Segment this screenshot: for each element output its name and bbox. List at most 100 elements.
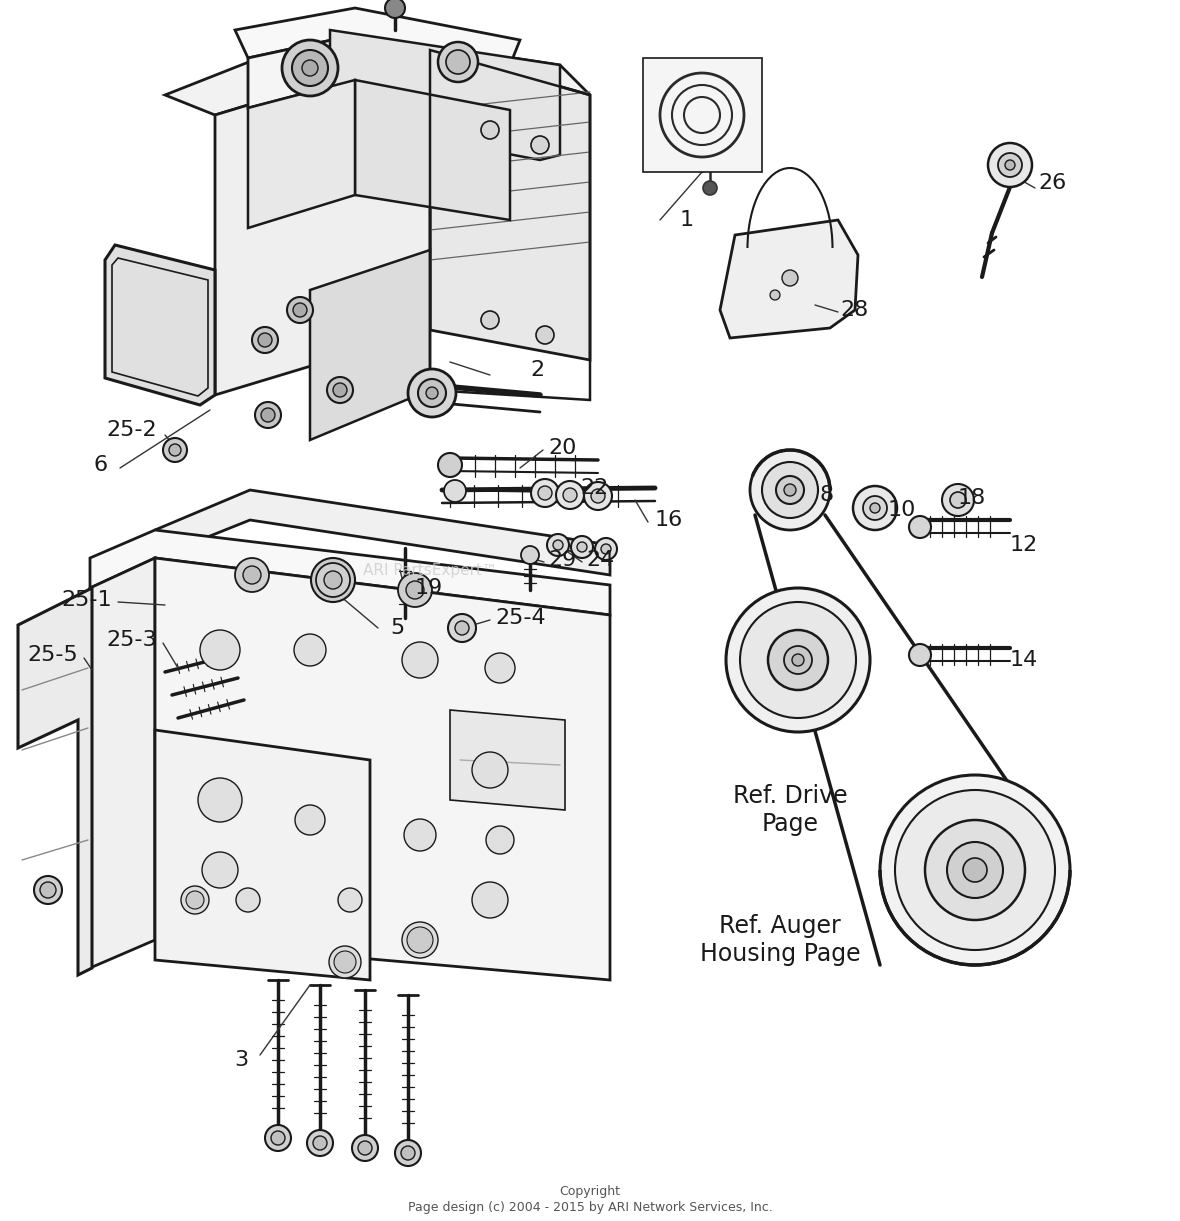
Text: 22: 22: [581, 477, 608, 498]
Circle shape: [402, 922, 438, 958]
Circle shape: [595, 538, 617, 560]
Circle shape: [485, 653, 514, 683]
Circle shape: [784, 646, 812, 674]
Circle shape: [255, 402, 281, 429]
Circle shape: [402, 642, 438, 678]
Circle shape: [385, 0, 405, 18]
Circle shape: [768, 630, 828, 690]
Circle shape: [337, 888, 362, 912]
Text: 20: 20: [548, 438, 576, 458]
Circle shape: [271, 1131, 286, 1145]
Circle shape: [455, 621, 468, 635]
Circle shape: [486, 825, 514, 853]
Circle shape: [169, 444, 181, 455]
Polygon shape: [105, 245, 215, 405]
Circle shape: [481, 121, 499, 139]
Circle shape: [401, 1147, 415, 1160]
Text: 5: 5: [391, 618, 405, 639]
Text: 3: 3: [234, 1050, 248, 1070]
Text: 28: 28: [840, 300, 868, 320]
Circle shape: [282, 40, 337, 96]
Circle shape: [472, 752, 509, 788]
Circle shape: [352, 1136, 378, 1161]
Circle shape: [703, 181, 717, 195]
Circle shape: [771, 291, 780, 300]
Text: 24: 24: [586, 549, 615, 570]
Text: 25-3: 25-3: [106, 630, 157, 650]
Circle shape: [186, 891, 204, 908]
Circle shape: [448, 614, 476, 642]
Circle shape: [784, 484, 797, 496]
Circle shape: [438, 42, 478, 82]
Polygon shape: [215, 50, 430, 396]
Circle shape: [316, 563, 350, 597]
Circle shape: [329, 946, 361, 978]
Circle shape: [556, 481, 584, 509]
Circle shape: [408, 369, 455, 418]
Circle shape: [202, 852, 238, 888]
Polygon shape: [155, 558, 610, 980]
Polygon shape: [450, 709, 565, 810]
Circle shape: [407, 927, 433, 954]
Circle shape: [776, 476, 804, 504]
Circle shape: [894, 790, 1055, 950]
Circle shape: [853, 486, 897, 530]
Circle shape: [548, 534, 569, 556]
Polygon shape: [155, 730, 371, 980]
Circle shape: [406, 581, 424, 600]
Circle shape: [333, 383, 347, 397]
Text: 16: 16: [655, 510, 683, 530]
Text: 2: 2: [530, 360, 544, 380]
Circle shape: [481, 311, 499, 328]
Circle shape: [963, 858, 986, 882]
Circle shape: [863, 496, 887, 520]
Circle shape: [358, 1140, 372, 1155]
Circle shape: [522, 546, 539, 564]
Circle shape: [870, 503, 880, 513]
Polygon shape: [248, 35, 355, 107]
Circle shape: [235, 558, 269, 592]
Circle shape: [472, 882, 509, 918]
Polygon shape: [235, 9, 520, 65]
Circle shape: [291, 50, 328, 85]
Circle shape: [302, 60, 317, 76]
Text: 25-5: 25-5: [27, 645, 78, 665]
Circle shape: [584, 482, 612, 510]
Circle shape: [199, 630, 240, 670]
Polygon shape: [90, 558, 155, 968]
Polygon shape: [330, 31, 560, 160]
Text: 26: 26: [1038, 173, 1067, 193]
Circle shape: [34, 875, 63, 904]
Circle shape: [446, 50, 470, 74]
Text: 18: 18: [958, 488, 986, 508]
Circle shape: [950, 492, 966, 508]
Polygon shape: [155, 490, 610, 575]
Circle shape: [395, 1140, 421, 1166]
Circle shape: [426, 387, 438, 399]
Polygon shape: [165, 31, 590, 115]
Circle shape: [261, 408, 275, 422]
Circle shape: [327, 377, 353, 403]
Circle shape: [253, 327, 278, 353]
Circle shape: [750, 451, 830, 530]
FancyBboxPatch shape: [643, 59, 762, 172]
Circle shape: [577, 542, 586, 552]
Circle shape: [266, 1125, 291, 1151]
Text: 29: 29: [548, 549, 576, 570]
Text: 1: 1: [680, 210, 694, 230]
Circle shape: [591, 488, 605, 503]
Circle shape: [320, 567, 346, 593]
Circle shape: [925, 821, 1025, 919]
Circle shape: [258, 333, 273, 347]
Polygon shape: [959, 852, 990, 888]
Circle shape: [293, 303, 307, 317]
Polygon shape: [18, 589, 92, 976]
Circle shape: [531, 479, 559, 507]
Circle shape: [948, 842, 1003, 897]
Circle shape: [287, 297, 313, 324]
Circle shape: [880, 775, 1070, 965]
Circle shape: [324, 571, 342, 589]
Circle shape: [536, 326, 553, 344]
Circle shape: [312, 558, 355, 602]
Circle shape: [538, 486, 552, 501]
